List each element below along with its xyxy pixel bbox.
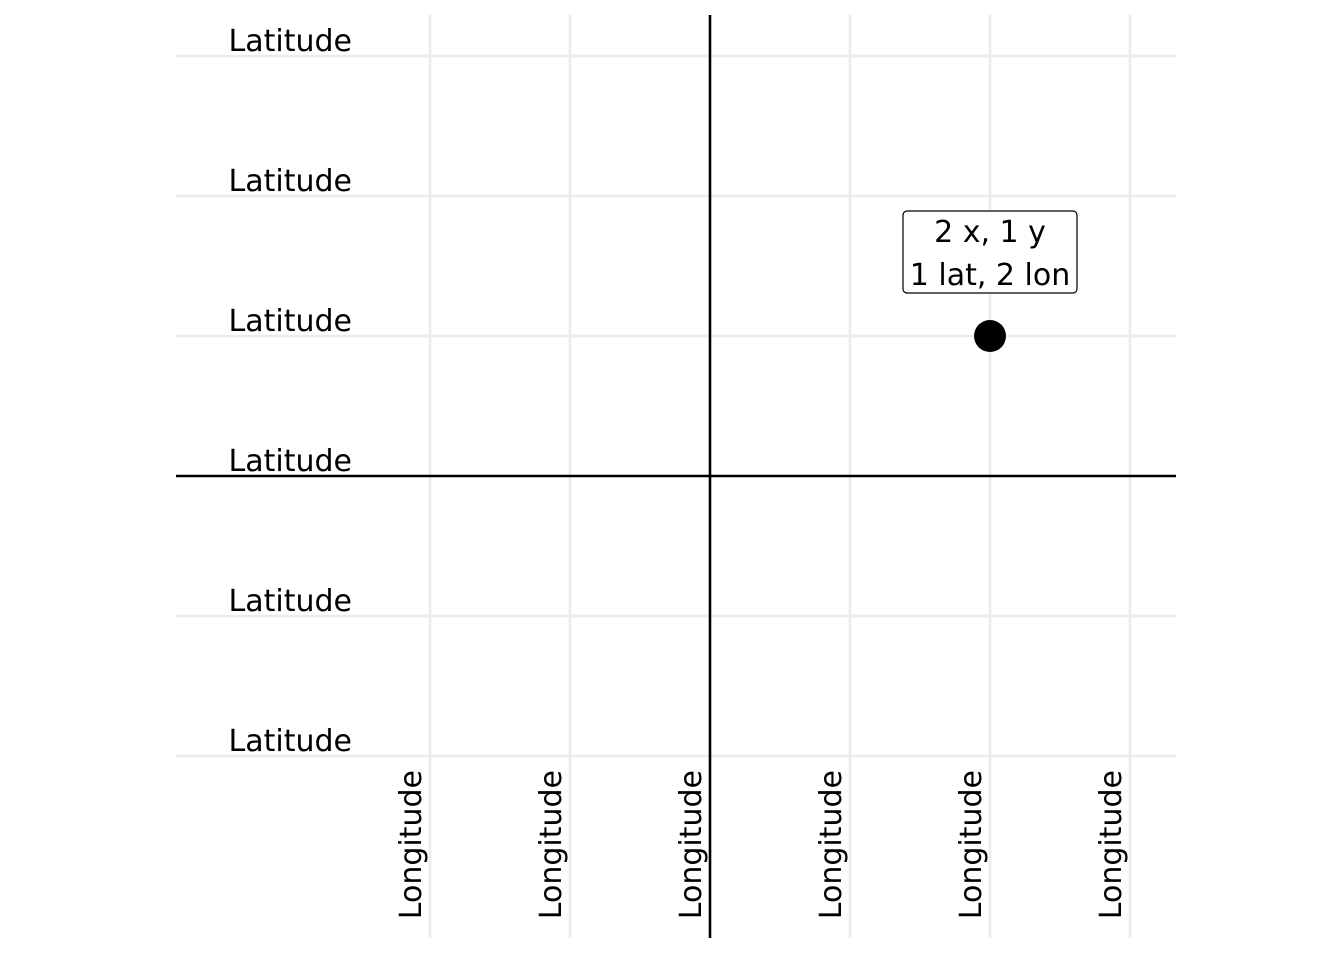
tick-labels: Latitude Latitude Latitude Latitude Latitude… (229, 24, 1129, 919)
x-tick-label: Longitude (814, 770, 849, 919)
y-tick-label: Latitude (229, 164, 352, 199)
y-tick-label: Latitude (229, 724, 352, 759)
point-label-box (902, 210, 1078, 294)
x-tick-label: Longitude (534, 770, 569, 919)
y-tick-label: Latitude (229, 24, 352, 59)
y-tick-label: Latitude (229, 304, 352, 339)
y-tick-label: Latitude (229, 444, 352, 479)
axis-layer (176, 15, 1176, 938)
data-point (974, 320, 1006, 352)
x-tick-label: Longitude (954, 770, 989, 919)
data-points (974, 320, 1006, 352)
point-label-line: 2 x, 1 y (934, 215, 1046, 250)
x-tick-label: Longitude (1094, 770, 1129, 919)
x-tick-label: Longitude (674, 770, 709, 919)
x-tick-label: Longitude (394, 770, 429, 919)
point-labels: 2 x, 1 y 1 lat, 2 lon (902, 210, 1078, 294)
y-tick-label: Latitude (229, 584, 352, 619)
point-label-line: 1 lat, 2 lon (910, 258, 1071, 293)
